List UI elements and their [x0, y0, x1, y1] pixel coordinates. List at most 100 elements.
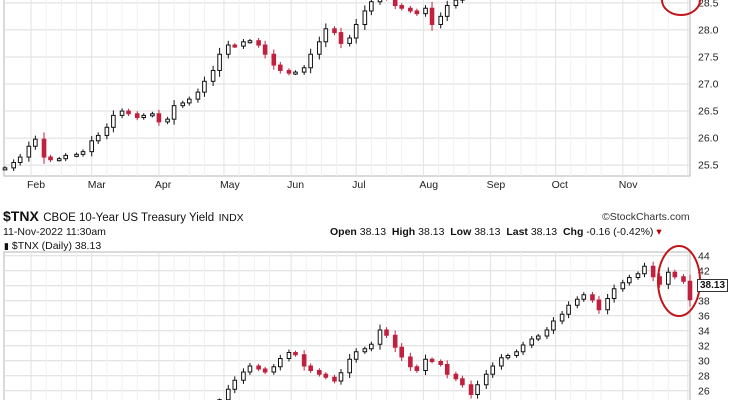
- upper-x-tick-label: Feb: [27, 179, 45, 191]
- upper-candle: [2, 167, 8, 171]
- upper-candle: [150, 113, 155, 117]
- lower-candle: [225, 388, 231, 400]
- lower-y-tick-label: 32: [698, 340, 710, 352]
- open-value: 38.13: [359, 226, 387, 238]
- upper-candle: [453, 0, 459, 7]
- lower-candle: [520, 344, 526, 353]
- upper-candle: [48, 156, 53, 161]
- upper-candle: [232, 44, 238, 48]
- lower-candle: [429, 358, 435, 362]
- lower-candle: [581, 294, 587, 300]
- upper-y-tick-label: 26.0: [698, 133, 719, 145]
- upper-x-tick-labels: Feb Mar Apr May Jun Jul Aug Sep Oct Nov: [27, 179, 638, 191]
- legend: ▮ $TNX (Daily) 38.13: [4, 240, 101, 252]
- upper-candle: [104, 126, 110, 136]
- lower-candle: [566, 304, 571, 315]
- upper-x-tick-label: Nov: [619, 179, 638, 191]
- upper-candle: [119, 110, 125, 116]
- upper-candles: [2, 0, 465, 171]
- lower-candle: [642, 265, 647, 275]
- upper-candle: [353, 23, 359, 39]
- upper-candle: [165, 118, 170, 123]
- lower-candle: [241, 371, 246, 381]
- lower-candle: [308, 365, 313, 371]
- upper-candle: [408, 7, 413, 12]
- upper-candle: [186, 98, 192, 104]
- upper-candle: [256, 40, 261, 46]
- lower-candle: [551, 320, 556, 331]
- upper-candle: [171, 105, 177, 120]
- lower-candle: [293, 352, 298, 356]
- lower-candle: [559, 313, 565, 322]
- upper-candle: [301, 67, 307, 73]
- upper-candle: [332, 28, 337, 34]
- lower-candle: [278, 358, 283, 368]
- lower-candle: [399, 346, 404, 358]
- upper-highlight-circle: [661, 0, 701, 16]
- lower-candle: [369, 343, 374, 350]
- instrument-name: CBOE 10-Year US Treasury Yield: [43, 212, 215, 224]
- lower-candle: [414, 366, 420, 371]
- upper-candle: [111, 114, 116, 128]
- upper-candle: [262, 44, 268, 55]
- lower-candle: [605, 298, 610, 311]
- lower-candle: [377, 329, 383, 345]
- lower-y-tick-label: 30: [698, 355, 710, 367]
- lower-frame: [3, 251, 691, 400]
- upper-candle: [217, 53, 222, 71]
- upper-candle: [278, 64, 283, 71]
- upper-candle: [89, 140, 95, 153]
- lower-candle: [256, 365, 261, 370]
- lower-y-tick-label: 36: [698, 310, 710, 322]
- lower-candle: [475, 384, 480, 395]
- upper-candle: [195, 91, 201, 100]
- upper-x-tick-label: May: [220, 179, 241, 191]
- lower-candle: [408, 356, 413, 368]
- lower-candle: [301, 354, 307, 367]
- upper-candle: [63, 154, 68, 160]
- upper-y-tick-label: 27.0: [698, 79, 719, 91]
- lower-candle: [332, 376, 337, 382]
- upper-candle: [141, 114, 147, 119]
- lower-candle: [347, 358, 352, 374]
- chg-label: Chg: [562, 226, 584, 238]
- last-price-tag: 38.13: [697, 279, 729, 292]
- lower-candle: [635, 273, 641, 278]
- lower-candle: [666, 271, 671, 285]
- upper-candle: [74, 153, 79, 157]
- lower-candle: [650, 265, 656, 278]
- chg-value: -0.16 (-0.42%): [586, 226, 654, 238]
- lower-candle: [438, 361, 444, 365]
- lower-candle: [535, 335, 541, 340]
- lower-candle: [392, 334, 398, 348]
- upper-candle: [126, 110, 131, 115]
- upper-y-tick-label: 26.5: [698, 106, 719, 118]
- lower-candle: [611, 288, 617, 299]
- upper-candle: [26, 145, 32, 158]
- lower-candle: [490, 365, 496, 375]
- lower-y-tick-label: 38: [698, 295, 710, 307]
- upper-candle: [80, 151, 86, 155]
- exchange-label: INDX: [218, 212, 244, 224]
- upper-x-tick-label: Jul: [352, 179, 365, 191]
- upper-candle: [225, 44, 231, 55]
- upper-candle: [202, 80, 207, 93]
- upper-candle: [156, 113, 162, 123]
- upper-candle: [247, 40, 253, 44]
- lower-candle: [423, 358, 428, 371]
- upper-candle: [423, 7, 428, 15]
- lower-candle: [687, 280, 693, 301]
- upper-candle: [210, 69, 216, 82]
- lower-candle: [338, 372, 344, 382]
- low-label: Low: [450, 226, 472, 238]
- upper-candle: [377, 0, 383, 3]
- lower-candle: [574, 298, 580, 306]
- upper-candle: [338, 32, 344, 44]
- lower-y-tick-label: 26: [698, 385, 710, 397]
- lower-candle: [505, 355, 511, 359]
- lower-candle: [247, 365, 253, 373]
- lower-y-tick-label: 42: [698, 265, 710, 277]
- upper-candle: [293, 71, 298, 75]
- lower-candle: [453, 373, 459, 380]
